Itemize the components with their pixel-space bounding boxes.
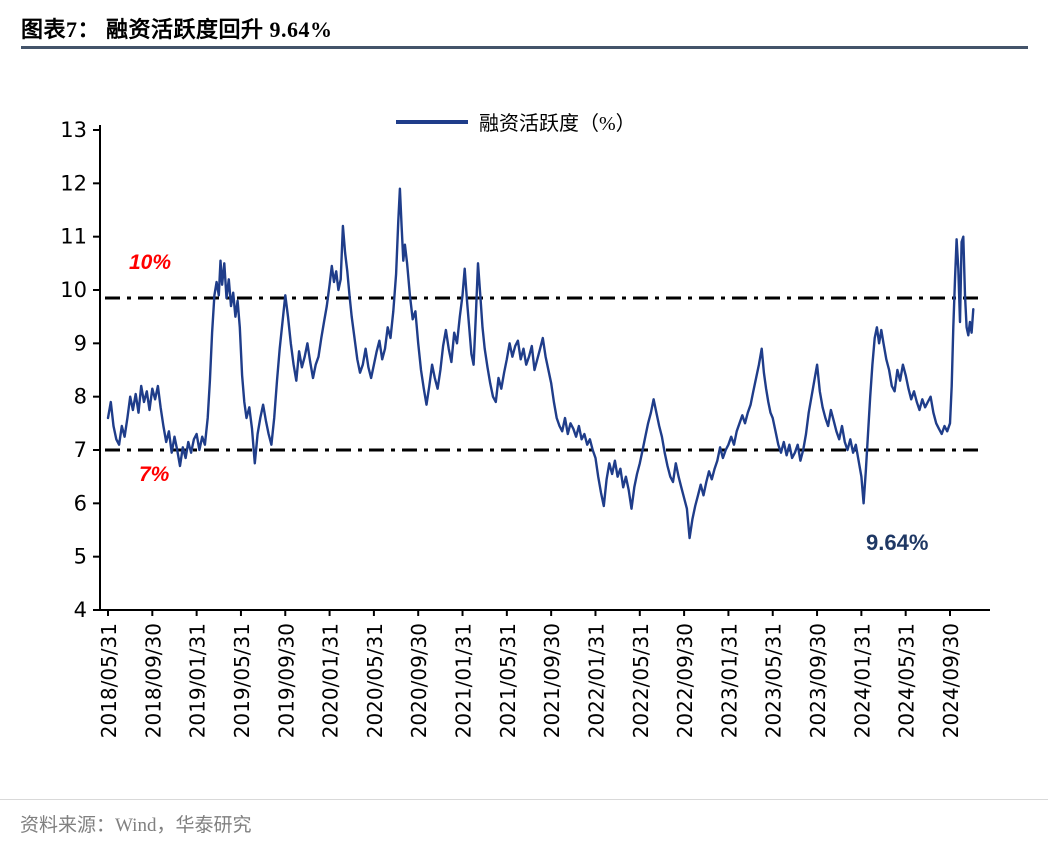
x-tick-label: 2020/09/30 (407, 623, 431, 738)
x-tick-label: 2020/01/31 (319, 623, 343, 738)
x-tick-label: 2022/09/30 (673, 623, 697, 738)
x-tick-label: 2023/01/31 (717, 623, 741, 738)
y-tick-label: 12 (60, 171, 87, 195)
latest-value-annotation: 9.64% (866, 530, 929, 555)
legend-label: 融资活跃度（%） (479, 113, 636, 135)
x-tick-label: 2018/05/31 (97, 623, 121, 738)
x-tick-label: 2024/01/31 (850, 623, 874, 738)
legend-line-swatch (396, 119, 468, 124)
x-tick-label: 2022/05/31 (629, 623, 653, 738)
y-tick-label: 13 (60, 118, 87, 142)
x-tick-label: 2019/09/30 (274, 623, 298, 738)
reference-label-7pct: 7% (139, 463, 170, 486)
x-tick-label: 2024/09/30 (939, 623, 963, 738)
x-tick-label: 2023/05/31 (762, 623, 786, 738)
x-tick-label: 2023/09/30 (806, 623, 830, 738)
y-tick-label: 4 (74, 598, 87, 622)
y-tick-label: 7 (74, 438, 87, 462)
x-tick-label: 2021/01/31 (452, 623, 476, 738)
x-tick-label: 2021/05/31 (496, 623, 520, 738)
y-tick-label: 6 (74, 491, 87, 515)
y-tick-label: 9 (74, 331, 87, 355)
y-tick-label: 11 (60, 225, 87, 249)
x-tick-label: 2021/09/30 (540, 623, 564, 738)
footer-divider (0, 799, 1048, 800)
title-underline (21, 46, 1028, 49)
x-tick-label: 2019/05/31 (230, 623, 254, 738)
x-tick-label: 2019/01/31 (186, 623, 210, 738)
reference-label-10pct: 10% (129, 251, 172, 274)
y-tick-label: 10 (60, 278, 87, 302)
series-line (106, 187, 975, 540)
y-tick-label: 5 (74, 545, 87, 569)
x-tick-label: 2024/05/31 (895, 623, 919, 738)
chart-title: 图表7： 融资活跃度回升 9.64% (21, 17, 333, 42)
y-tick-label: 8 (74, 385, 87, 409)
axes (99, 125, 990, 611)
x-tick-label: 2020/05/31 (363, 623, 387, 738)
source-note: 资料来源：Wind，华泰研究 (20, 815, 252, 836)
x-tick-label: 2022/01/31 (584, 623, 608, 738)
x-tick-label: 2018/09/30 (141, 623, 165, 738)
chart-legend: 融资活跃度（%） (396, 107, 636, 136)
